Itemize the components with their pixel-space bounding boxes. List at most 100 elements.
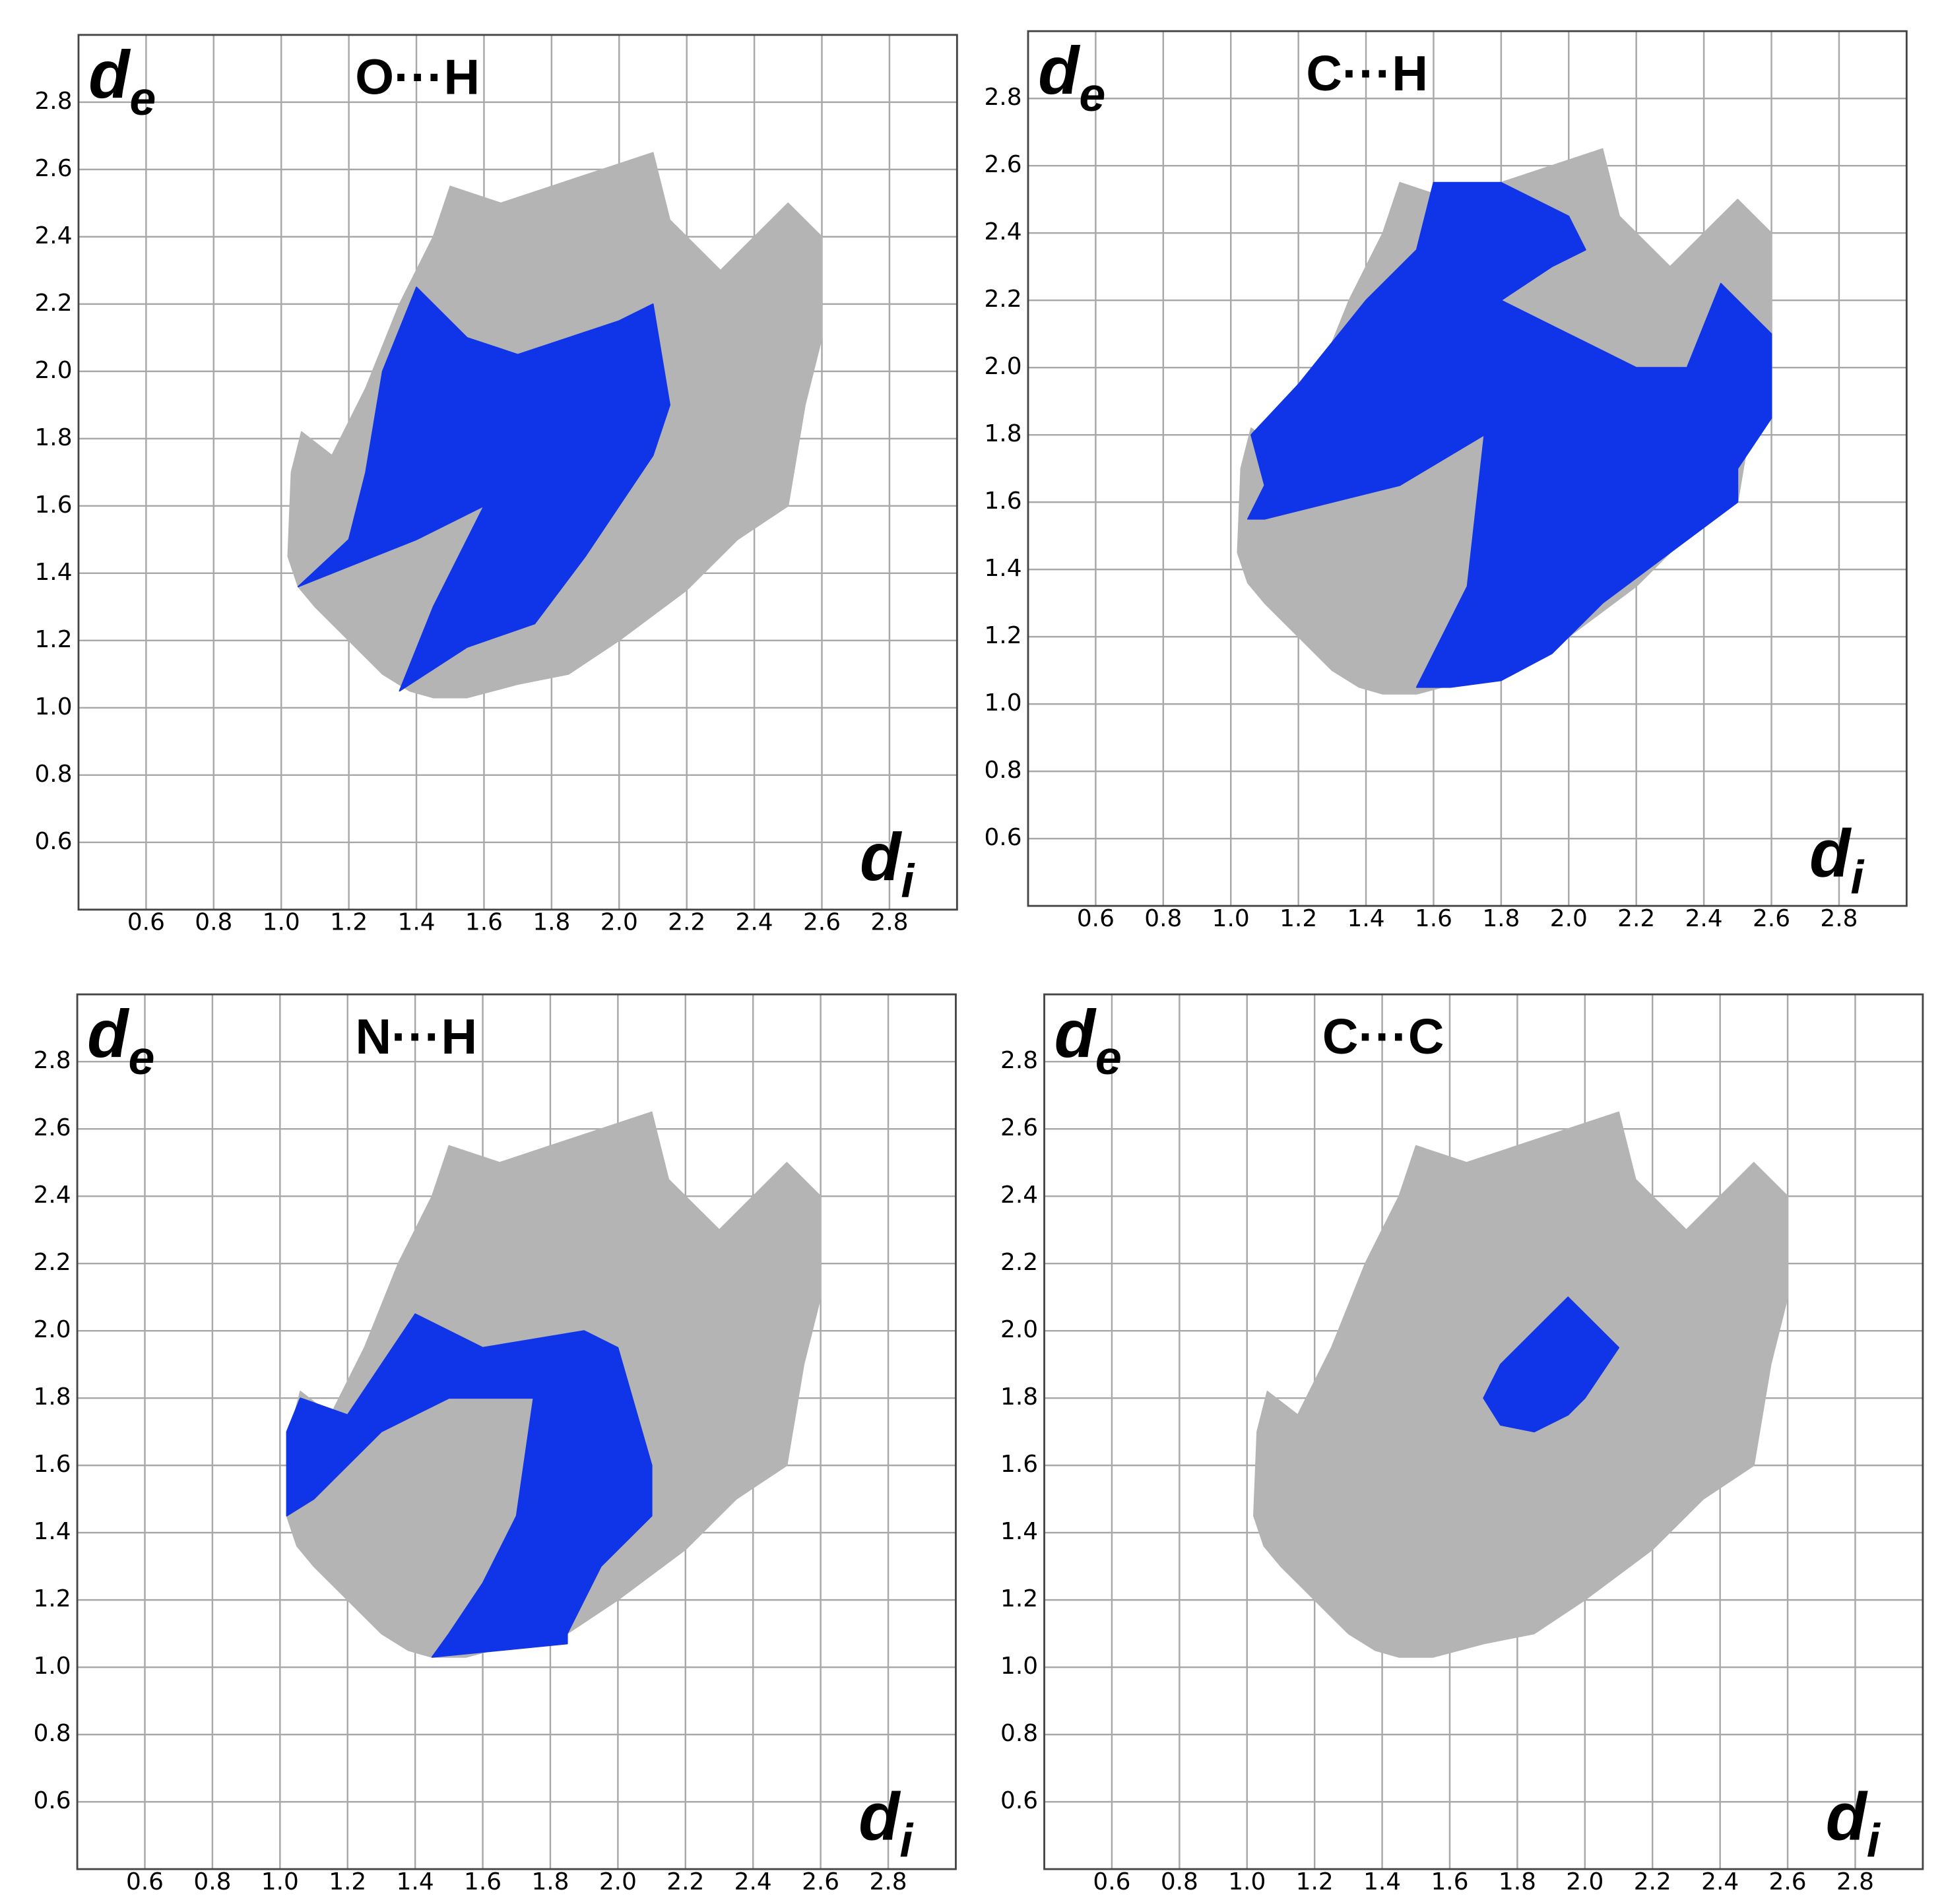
x-tick-label: 0.6 — [127, 909, 165, 936]
y-tick-label: 2.6 — [1000, 1114, 1038, 1141]
y-axis-label-sub: e — [1079, 69, 1105, 121]
y-tick-label: 2.4 — [984, 218, 1021, 245]
x-axis-label: di — [859, 1779, 914, 1867]
y-axis-label: de — [87, 996, 154, 1085]
x-tick-label: 2.2 — [1634, 1868, 1671, 1895]
plot-frame — [77, 34, 958, 911]
x-axis-label-main: d — [1826, 1779, 1869, 1854]
y-tick-label: 1.2 — [984, 622, 1021, 649]
x-axis-label-main: d — [1809, 815, 1852, 891]
x-tick-label: 1.8 — [1499, 1868, 1536, 1895]
y-tick-label: 2.0 — [1000, 1316, 1038, 1343]
x-tick-label: 2.6 — [1753, 905, 1790, 932]
panel-title: C···H — [1306, 46, 1428, 102]
panel: 0.6 0.8 1.0 1.2 1.4 1.6 1.8 2.0 2.2 2.4 2.6 2.8 0.6 0… — [1000, 993, 1924, 1895]
y-tick-label: 2.2 — [984, 286, 1021, 313]
y-tick-label: 1.4 — [34, 1518, 71, 1545]
x-tick-label: 1.6 — [465, 909, 503, 936]
y-tick-label: 2.4 — [1000, 1182, 1038, 1209]
x-tick-label: 2.4 — [1685, 905, 1723, 932]
y-axis-label: de — [1054, 996, 1122, 1085]
y-tick-label: 2.4 — [34, 1182, 71, 1209]
x-tick-label: 0.6 — [1093, 1868, 1130, 1895]
x-tick-label: 0.8 — [1161, 1868, 1198, 1895]
x-tick-label: 2.0 — [1566, 1868, 1604, 1895]
panel-title: C···C — [1322, 1009, 1444, 1065]
x-tick-label: 1.8 — [533, 909, 570, 936]
y-tick-label: 2.8 — [34, 88, 72, 115]
x-tick-label: 2.0 — [1550, 905, 1588, 932]
y-tick-label: 2.2 — [34, 1249, 71, 1276]
y-tick-label: 0.6 — [1000, 1787, 1038, 1814]
x-tick-label: 0.6 — [126, 1868, 164, 1895]
y-tick-label: 0.6 — [984, 824, 1021, 851]
y-tick-label: 1.6 — [34, 1451, 71, 1478]
y-tick-label: 0.8 — [34, 1720, 71, 1747]
y-tick-label: 1.8 — [1000, 1383, 1038, 1411]
y-tick-label: 1.0 — [34, 1653, 71, 1680]
x-tick-label: 1.4 — [398, 909, 436, 936]
y-tick-label: 1.2 — [1000, 1585, 1038, 1612]
x-tick-label: 2.0 — [600, 909, 638, 936]
y-tick-label: 0.6 — [34, 1787, 71, 1814]
x-tick-label: 2.8 — [1820, 905, 1858, 932]
y-tick-label: 1.8 — [34, 1383, 71, 1411]
x-tick-label: 1.8 — [531, 1868, 569, 1895]
y-tick-label: 2.0 — [34, 1316, 71, 1343]
y-tick-label: 0.8 — [984, 757, 1021, 784]
y-tick-label: 1.0 — [34, 693, 72, 720]
density-region — [286, 1313, 653, 1658]
plot-frame — [1043, 993, 1924, 1870]
x-tick-label: 0.6 — [1077, 905, 1115, 932]
x-tick-label: 1.0 — [1228, 1868, 1266, 1895]
y-tick-label: 1.4 — [34, 559, 72, 586]
x-tick-label: 2.8 — [1836, 1868, 1874, 1895]
x-axis-label: di — [860, 819, 915, 908]
y-tick-label: 2.6 — [34, 155, 72, 182]
y-tick-label: 1.0 — [1000, 1653, 1038, 1680]
y-axis-label-main: d — [88, 37, 131, 112]
density-region — [297, 286, 670, 692]
x-axis-label: di — [1809, 815, 1865, 904]
x-axis-label-sub: i — [901, 855, 915, 908]
x-tick-label: 2.2 — [666, 1868, 704, 1895]
x-tick-label: 0.8 — [193, 1868, 231, 1895]
y-axis-label-main: d — [87, 996, 130, 1071]
x-tick-label: 0.8 — [195, 909, 232, 936]
y-axis-label-sub: e — [1095, 1032, 1122, 1085]
y-tick-label: 1.6 — [1000, 1451, 1038, 1478]
x-tick-label: 0.8 — [1144, 905, 1182, 932]
x-tick-label: 2.4 — [734, 1868, 772, 1895]
x-tick-label: 1.6 — [1415, 905, 1452, 932]
x-tick-label: 1.2 — [1296, 1868, 1334, 1895]
y-tick-label: 0.8 — [1000, 1720, 1038, 1747]
x-tick-label: 1.4 — [1363, 1868, 1401, 1895]
y-tick-label: 2.4 — [34, 222, 72, 249]
x-tick-label: 1.0 — [263, 909, 300, 936]
y-axis-label-sub: e — [128, 1032, 154, 1085]
x-tick-label: 2.6 — [802, 1868, 839, 1895]
x-tick-label: 1.4 — [397, 1868, 434, 1895]
x-tick-label: 2.6 — [1769, 1868, 1807, 1895]
y-axis-label: de — [1038, 33, 1105, 121]
y-tick-label: 0.6 — [34, 828, 72, 855]
y-axis-label-main: d — [1038, 33, 1081, 108]
y-tick-label: 1.8 — [34, 424, 72, 451]
density-region — [1483, 1296, 1620, 1433]
y-tick-label: 1.8 — [984, 420, 1021, 447]
x-tick-label: 1.2 — [330, 909, 368, 936]
panel: 0.6 0.8 1.0 1.2 1.4 1.6 1.8 2.0 2.2 2.4 2.6 2.8 0.6 0… — [34, 993, 957, 1895]
x-tick-label: 2.2 — [668, 909, 705, 936]
y-tick-label: 1.0 — [984, 689, 1021, 716]
panel: 0.6 0.8 1.0 1.2 1.4 1.6 1.8 2.0 2.2 2.4 2.6 2.8 0.6 0… — [34, 34, 958, 936]
panel-title: O···H — [355, 50, 480, 106]
y-tick-label: 1.6 — [984, 488, 1021, 515]
y-tick-label: 2.2 — [1000, 1249, 1038, 1276]
y-tick-label: 2.8 — [34, 1047, 71, 1074]
x-tick-label: 2.8 — [870, 909, 908, 936]
plot-frame — [1027, 30, 1908, 907]
x-tick-label: 2.8 — [870, 1868, 907, 1895]
x-tick-label: 2.4 — [1701, 1868, 1739, 1895]
y-tick-label: 1.2 — [34, 626, 72, 653]
